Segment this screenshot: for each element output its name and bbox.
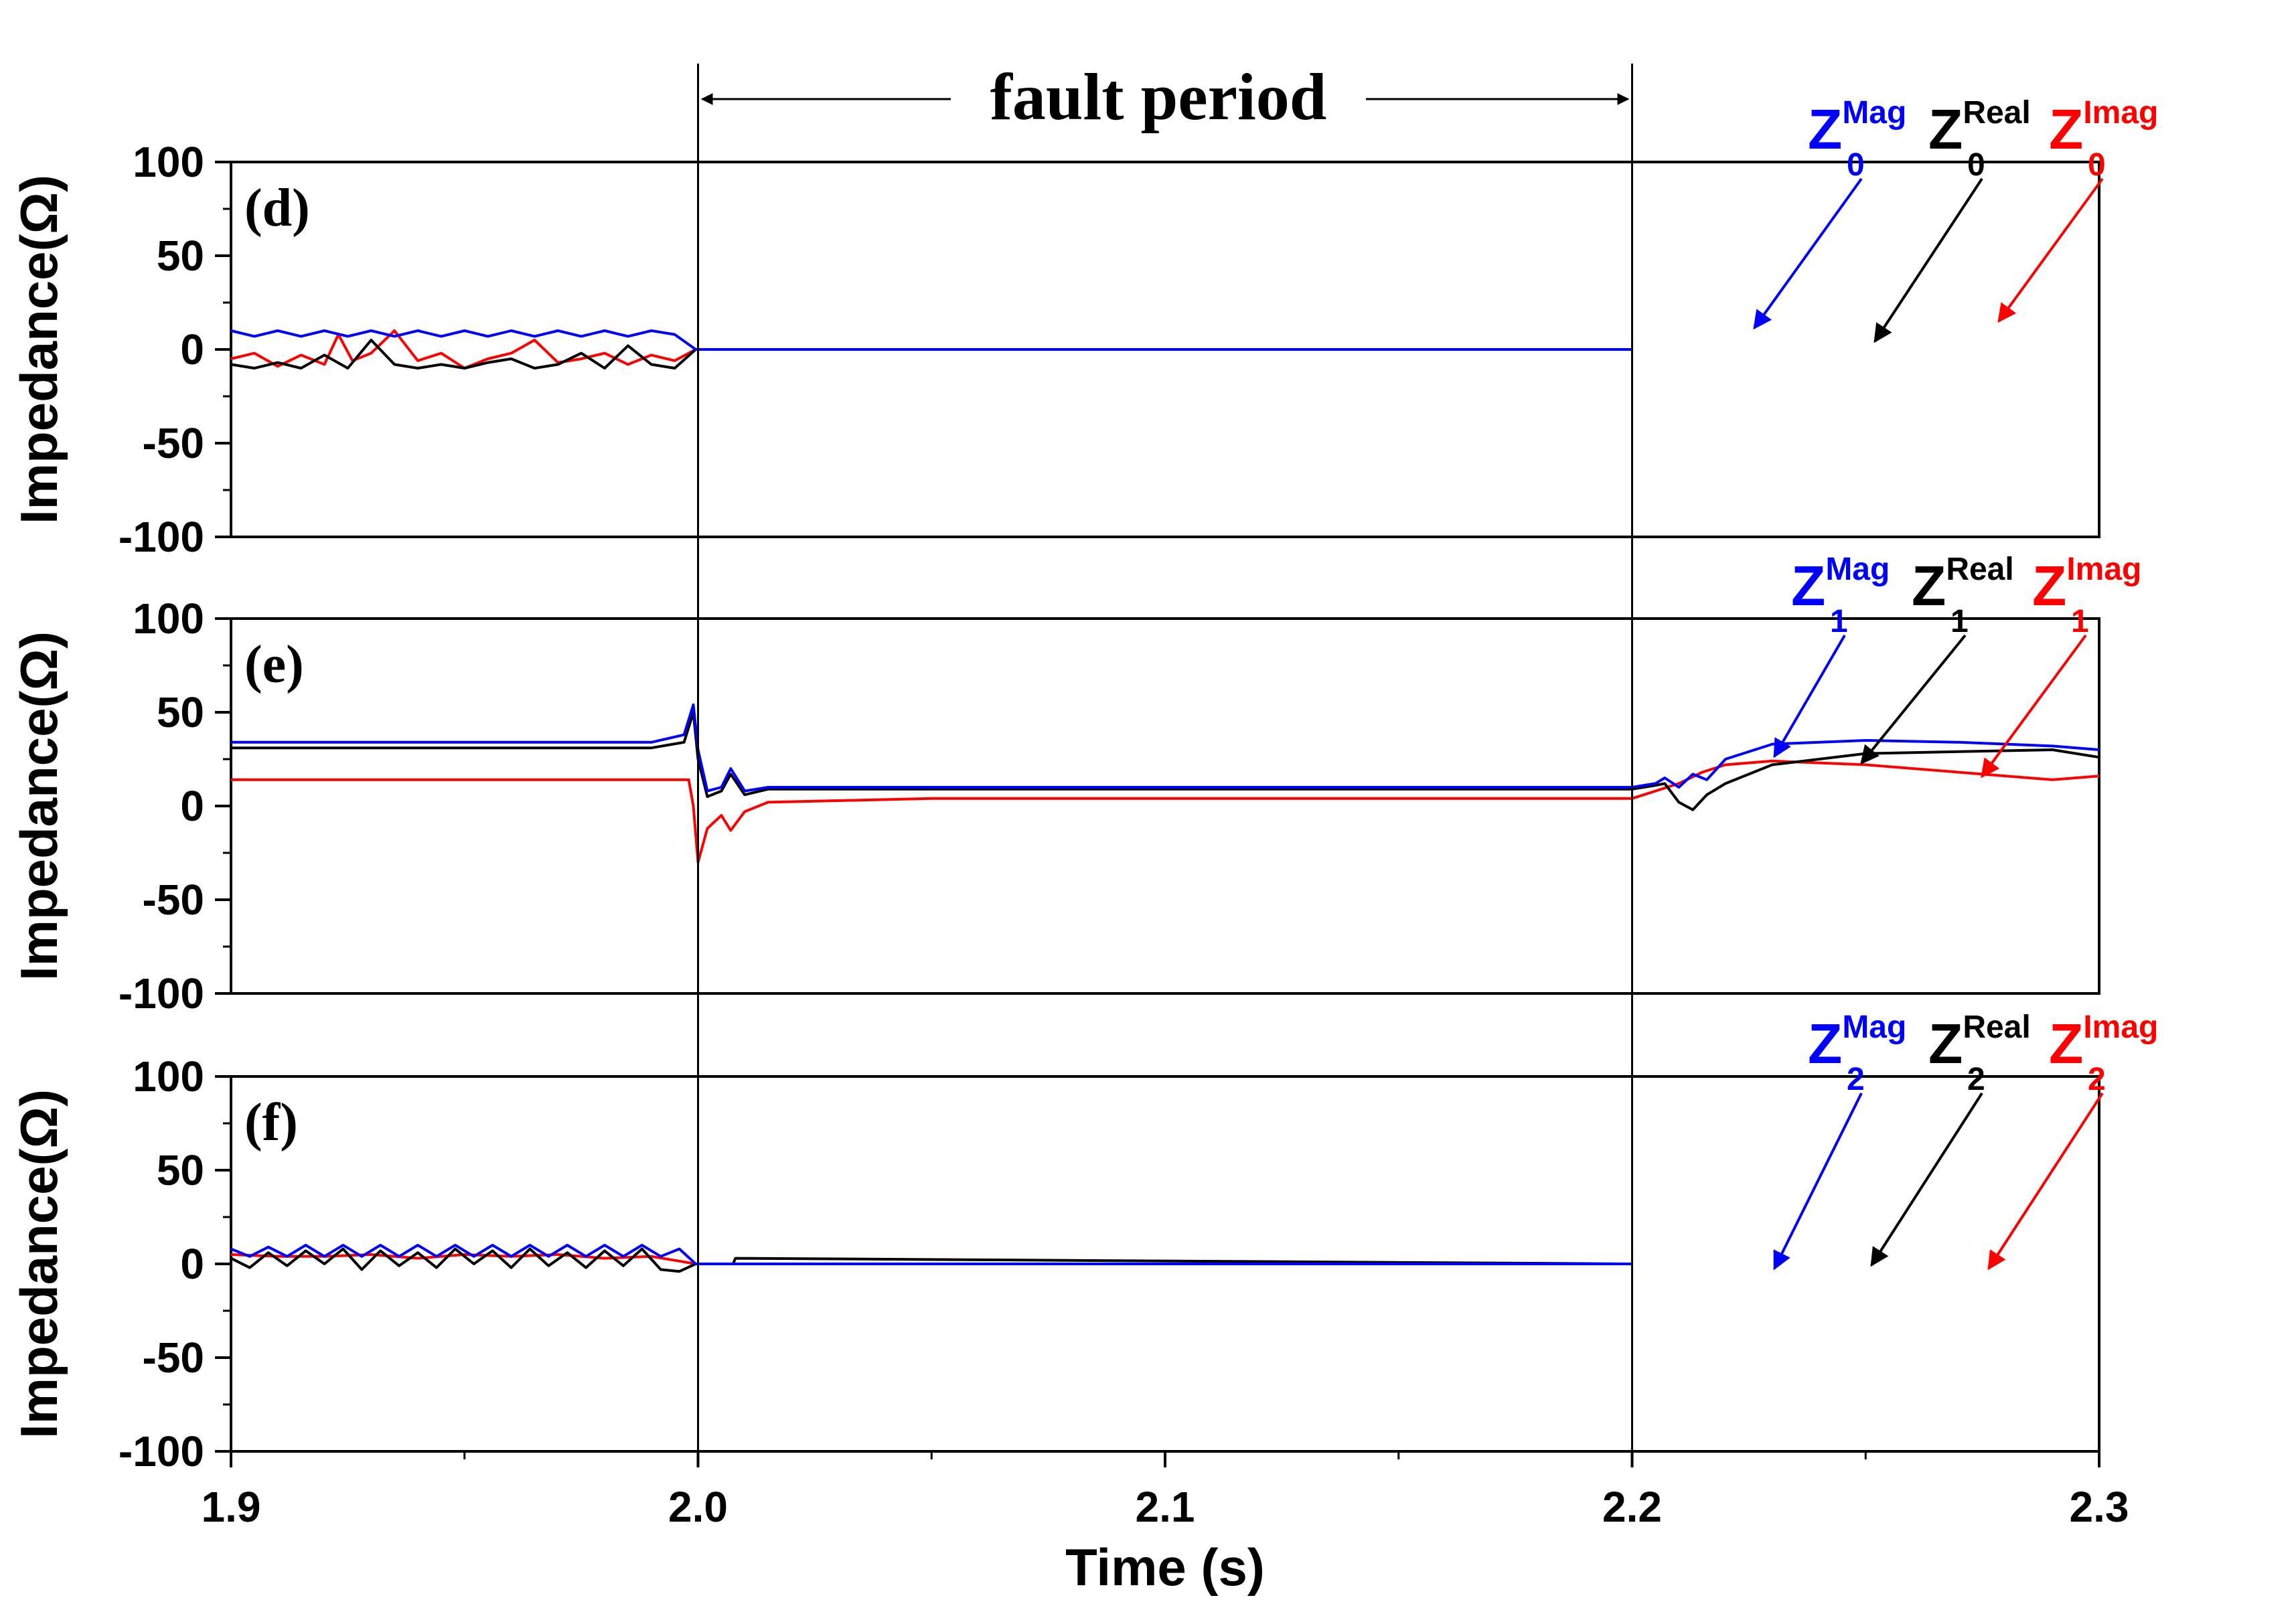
y-tick-label: -100 (119, 969, 204, 1018)
series-line-mag (230, 329, 1632, 351)
y-tick-label: -100 (119, 1427, 204, 1475)
legend-pointer-imag (1981, 634, 2087, 779)
x-tick-label: 2.1 (1136, 1483, 1195, 1531)
panel-f: 100 50 0 -50 -100 Impedance(Ω) (f) ZMag 2 ZReal 2Z… (9, 1010, 2158, 1475)
legend-real: ZReal 0 (1928, 95, 2031, 183)
y-tick-label: -100 (119, 513, 204, 561)
series-line-real (231, 711, 2100, 811)
series-line-real (230, 1247, 1632, 1273)
y-tick-label: -50 (143, 876, 205, 924)
x-tick-label: 2.0 (668, 1483, 728, 1531)
legend-mag: ZMag 1 (1791, 552, 1890, 639)
panel-e: 100 50 0 -50 -100 Impedance(Ω) (e) ZMag 1 ZReal 1Z… (9, 552, 2141, 1018)
series-line-real (230, 339, 1632, 370)
fault-period-annotation: fault period (697, 60, 1633, 1451)
series-line-mag (230, 1244, 1632, 1265)
y-axis-title: Impedance(Ω) (9, 175, 68, 524)
legend-pointer-real (1860, 634, 1967, 765)
legend-pointer-real (1870, 1092, 1983, 1267)
legend-mag: ZMag 0 (1808, 95, 1906, 183)
legend-imag: ZImag 1 (2032, 552, 2141, 639)
panel-label: (d) (244, 179, 310, 238)
series-line-imag (231, 759, 2100, 864)
panel-label: (f) (244, 1093, 298, 1152)
panel-label: (e) (244, 635, 304, 694)
y-tick-label: 0 (180, 325, 204, 374)
series-line-imag (230, 329, 1632, 370)
legend-pointer-mag (1753, 177, 1863, 330)
y-tick-label: -50 (143, 1334, 205, 1382)
y-axis-title: Impedance(Ω) (9, 631, 68, 981)
y-tick-label: 0 (180, 782, 204, 830)
y-tick-label: -50 (143, 419, 205, 467)
fault-period-label: fault period (990, 60, 1327, 134)
x-axis: 1.9 2.0 2.1 2.2 2.3 (202, 1451, 2129, 1531)
legend-pointer-mag (1773, 634, 1846, 758)
x-tick-label: 2.2 (1602, 1483, 1662, 1531)
x-tick-label: 1.9 (202, 1483, 261, 1531)
y-tick-label: 100 (133, 594, 204, 643)
legend-mag: ZMag 2 (1808, 1010, 1906, 1097)
legend-pointer-real (1873, 177, 1983, 343)
y-tick-label: 0 (180, 1240, 204, 1288)
y-tick-label: 50 (157, 232, 204, 280)
x-tick-label: 2.3 (2070, 1483, 2129, 1531)
legend-pointer-imag (1987, 1092, 2104, 1271)
legend-imag: ZImag 2 (2049, 1010, 2158, 1097)
legend-pointer-imag (1997, 177, 2104, 323)
y-axis-title: Impedance(Ω) (9, 1089, 68, 1439)
x-axis-title: Time (s) (1065, 1538, 1265, 1597)
y-tick-label: 100 (133, 138, 204, 186)
y-tick-label: 100 (133, 1052, 204, 1101)
y-tick-label: 50 (157, 1146, 204, 1194)
legend-real: ZReal 1 (1912, 552, 2014, 639)
y-tick-label: 50 (157, 688, 204, 736)
legend-pointer-mag (1773, 1093, 1863, 1271)
legend-real: ZReal 2 (1928, 1010, 2031, 1097)
panel-frame (230, 617, 2100, 995)
legend-imag: ZImag 0 (2049, 95, 2158, 183)
